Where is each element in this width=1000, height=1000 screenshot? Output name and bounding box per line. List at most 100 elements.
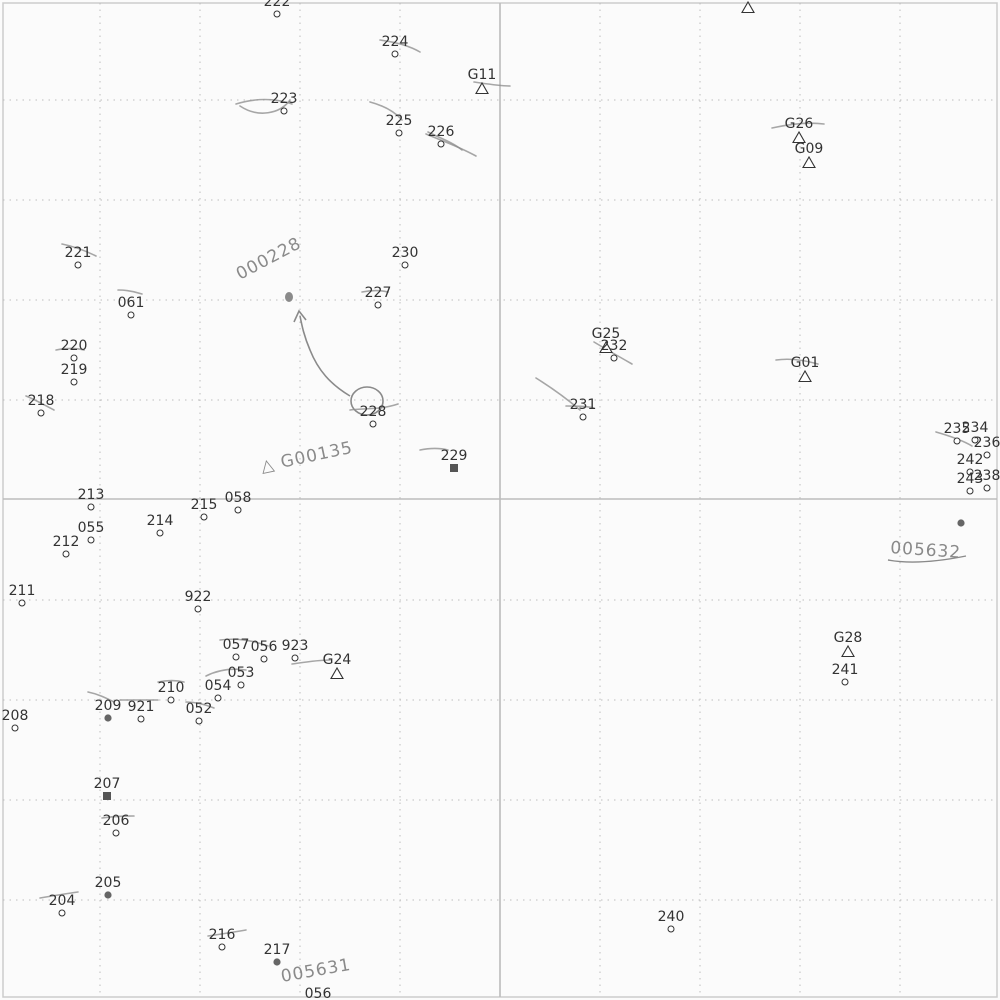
point-circle-icon — [667, 925, 675, 933]
point-circle-icon — [74, 261, 82, 269]
survey-point: 207 — [94, 776, 121, 800]
point-label: 238 — [974, 468, 1000, 484]
pencil-stroke — [379, 39, 421, 53]
pencil-stroke — [219, 638, 269, 647]
point-label: 921 — [128, 699, 155, 715]
point-label: G24 — [323, 652, 352, 668]
point-triangle-icon — [802, 155, 816, 169]
pencil-stroke — [157, 679, 185, 683]
pencil-circle — [350, 386, 384, 416]
point-circle-icon — [841, 678, 849, 686]
pencil-stroke — [565, 405, 595, 409]
point-dot-icon — [957, 519, 965, 527]
pencil-stroke — [117, 289, 143, 295]
survey-point: 211 — [9, 583, 36, 607]
point-label: 242 — [957, 452, 984, 468]
point-circle-icon — [579, 413, 587, 421]
handwritten-annotation: 005631 — [279, 955, 352, 987]
pencil-stroke — [61, 243, 97, 257]
point-label: 230 — [392, 245, 419, 261]
point-label: 216 — [209, 927, 236, 943]
survey-point: 061 — [118, 295, 144, 319]
point-dot-icon — [273, 958, 281, 966]
survey-point: 205 — [95, 875, 122, 899]
point-label: G25 — [592, 326, 621, 342]
point-circle-icon — [194, 605, 202, 613]
survey-point: 213 — [78, 487, 104, 511]
survey-point: 243 — [957, 471, 984, 495]
survey-point: 052 — [186, 701, 213, 725]
point-circle-icon — [237, 681, 245, 689]
point-triangle-icon — [741, 0, 755, 14]
pencil-arrowhead — [293, 309, 307, 323]
point-label: 212 — [53, 534, 80, 550]
point-label: 223 — [271, 91, 298, 107]
pencil-stroke — [361, 289, 389, 293]
point-circle-icon — [610, 354, 618, 362]
handwritten-notes: 000228 △ G00135 005632 005631 — [233, 233, 962, 986]
point-label: 229 — [441, 448, 468, 464]
survey-point: 208 — [2, 708, 28, 732]
point-label: 219 — [61, 362, 88, 378]
pencil-stroke — [419, 447, 449, 451]
pencil-stroke — [473, 81, 511, 87]
survey-point: 229 — [441, 448, 468, 472]
point-circle-icon — [401, 261, 409, 269]
point-label: 243 — [957, 471, 984, 487]
point-label: 214 — [147, 513, 174, 529]
survey-point: 056 — [251, 639, 277, 663]
point-circle-icon — [87, 536, 95, 544]
point-label: 053 — [228, 665, 255, 681]
handwritten-annotation: △ G00135 — [259, 438, 355, 477]
point-circle-icon — [214, 694, 222, 702]
survey-point: G09 — [795, 141, 823, 169]
survey-point: 055 — [78, 520, 104, 544]
point-label: 231 — [570, 397, 597, 413]
point-label: 207 — [94, 776, 121, 792]
point-triangle-icon — [475, 81, 489, 95]
survey-point: 220 — [61, 338, 88, 362]
point-label: 220 — [61, 338, 88, 354]
point-label: 209 — [95, 698, 122, 714]
point-square-icon — [450, 464, 458, 472]
pencil-stroke — [239, 99, 291, 114]
point-circle-icon — [437, 140, 445, 148]
point-label: 226 — [428, 124, 455, 140]
point-label: 241 — [832, 662, 859, 678]
point-circle-icon — [391, 50, 399, 58]
point-label: 217 — [264, 942, 291, 958]
survey-point: 242 — [957, 452, 984, 476]
point-circle-icon — [966, 487, 974, 495]
point-label: 211 — [9, 583, 36, 599]
survey-point — [957, 519, 965, 527]
point-label: 218 — [28, 393, 55, 409]
pencil-stroke — [39, 891, 79, 899]
survey-point: G26 — [785, 116, 814, 144]
point-circle-icon — [273, 10, 281, 18]
point-circle-icon — [369, 420, 377, 428]
survey-point: 222 — [264, 0, 290, 18]
point-label: G26 — [785, 116, 814, 132]
survey-point: 234 — [962, 420, 988, 444]
pencil-stroke — [205, 668, 247, 677]
point-label: 052 — [186, 701, 213, 717]
point-circle-icon — [62, 550, 70, 558]
point-label: 058 — [225, 490, 252, 506]
survey-point: 238 — [974, 468, 1000, 492]
point-triangle-icon — [599, 340, 613, 354]
point-label: G11 — [468, 67, 497, 83]
point-label: 205 — [95, 875, 122, 891]
survey-point: 230 — [392, 245, 419, 269]
survey-point: 054 — [205, 678, 231, 702]
point-circle-icon — [200, 513, 208, 521]
point-dot-icon — [104, 891, 112, 899]
pencil-stroke — [771, 122, 825, 129]
point-label: 224 — [382, 34, 409, 50]
pencil-marks — [25, 39, 973, 937]
point-label: 210 — [158, 680, 185, 696]
pencil-underline — [887, 555, 967, 563]
pencil-arrow — [299, 315, 351, 397]
pencil-dot — [285, 292, 293, 302]
